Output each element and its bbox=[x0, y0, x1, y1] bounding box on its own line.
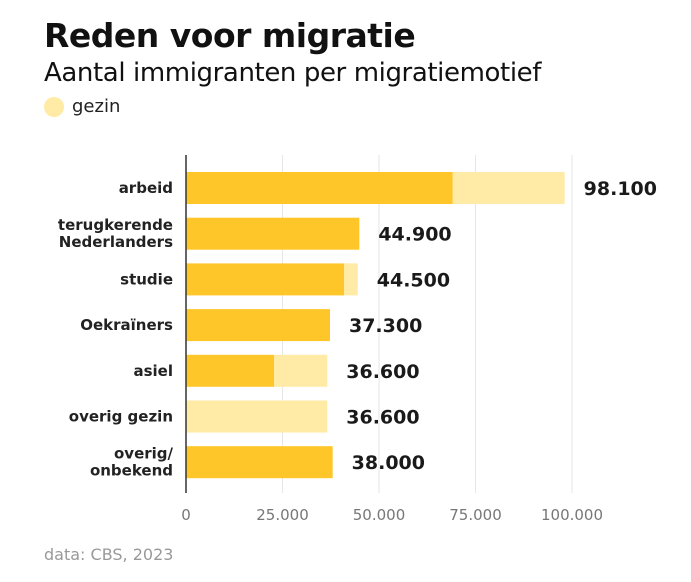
chart-title: Reden voor migratie bbox=[44, 16, 416, 55]
source-note: data: CBS, 2023 bbox=[44, 545, 174, 564]
bar-segment bbox=[186, 172, 453, 204]
category-label: arbeid bbox=[119, 179, 173, 197]
bar-segment bbox=[186, 446, 333, 479]
bar-segment bbox=[186, 217, 360, 250]
data-label: 44.500 bbox=[377, 269, 450, 291]
bar-segment bbox=[186, 263, 345, 296]
bar-segment-gezin bbox=[186, 400, 328, 433]
x-tick-label: 25.000 bbox=[256, 506, 309, 524]
x-tick-label: 75.000 bbox=[449, 506, 502, 524]
category-label: Oekraïners bbox=[80, 316, 173, 334]
bar-segment-gezin bbox=[452, 172, 565, 204]
bar-segment bbox=[186, 309, 330, 342]
data-label: 37.300 bbox=[349, 315, 422, 337]
chart-subtitle: Aantal immigranten per migratiemotief bbox=[44, 58, 541, 88]
x-tick-label: 0 bbox=[181, 506, 191, 524]
x-tick-label: 100.000 bbox=[541, 506, 603, 524]
data-label: 98.100 bbox=[584, 178, 657, 200]
legend-label-gezin: gezin bbox=[72, 96, 121, 117]
x-tick-label: 50.000 bbox=[353, 506, 406, 524]
legend: gezin bbox=[44, 96, 120, 117]
category-label: overig/ bbox=[114, 445, 174, 463]
bar-segment-gezin bbox=[344, 263, 358, 296]
bar-segment-gezin bbox=[274, 354, 328, 387]
category-label: Nederlanders bbox=[59, 233, 173, 251]
category-label: overig gezin bbox=[69, 408, 173, 426]
data-label: 36.600 bbox=[346, 407, 419, 429]
legend-swatch-gezin bbox=[44, 96, 64, 117]
data-label: 36.600 bbox=[346, 361, 419, 383]
category-label: asiel bbox=[133, 362, 173, 380]
bar-segment bbox=[186, 354, 275, 387]
category-label: terugkerende bbox=[58, 216, 173, 234]
category-label: onbekend bbox=[90, 462, 173, 480]
category-label: studie bbox=[120, 270, 173, 288]
data-label: 44.900 bbox=[378, 224, 451, 246]
data-label: 38.000 bbox=[352, 452, 425, 474]
